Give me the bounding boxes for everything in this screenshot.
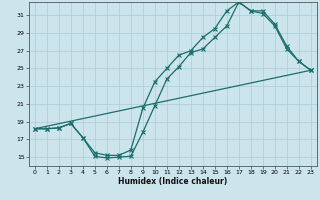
X-axis label: Humidex (Indice chaleur): Humidex (Indice chaleur)	[118, 177, 228, 186]
